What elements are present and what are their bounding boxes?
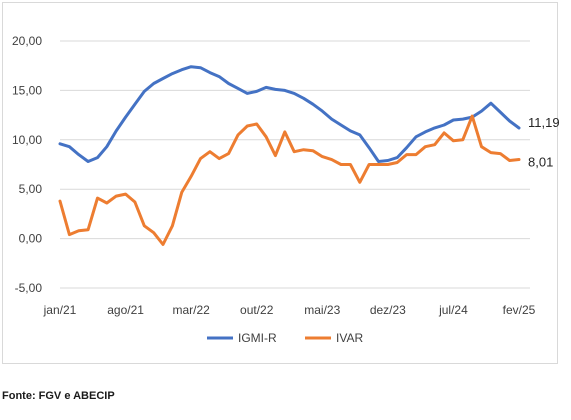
source-note: Fonte: FGV e ABECIP <box>2 390 115 402</box>
x-tick-label: mar/22 <box>172 303 210 317</box>
chart-frame <box>2 2 558 364</box>
y-tick-label: 5,00 <box>19 182 43 196</box>
legend-label-igmi-r: IGMI-R <box>238 331 277 345</box>
legend-label-ivar: IVAR <box>336 331 363 345</box>
series-line-igmi-r <box>58 65 521 163</box>
y-tick-label: 10,00 <box>12 133 42 147</box>
x-tick-label: out/22 <box>240 303 274 317</box>
x-tick-label: ago/21 <box>107 303 144 317</box>
line-chart: -5,00 0,00 5,00 10,00 15,00 20,00 jan/21 ago/21… <box>12 34 560 345</box>
series-line-ivar <box>58 114 521 246</box>
y-tick-label: 0,00 <box>19 232 43 246</box>
x-tick-label: jul/24 <box>438 303 468 317</box>
x-tick-label: jan/21 <box>43 303 77 317</box>
y-tick-label: 20,00 <box>12 34 42 48</box>
x-tick-label: fev/25 <box>503 303 536 317</box>
end-label-igmi-r: 11,19 <box>528 115 560 130</box>
y-tick-label: 15,00 <box>12 83 42 97</box>
end-label-ivar: 8,01 <box>528 154 553 169</box>
x-tick-label: dez/23 <box>370 303 406 317</box>
x-tick-label: mai/23 <box>304 303 340 317</box>
y-tick-label: -5,00 <box>15 281 43 295</box>
